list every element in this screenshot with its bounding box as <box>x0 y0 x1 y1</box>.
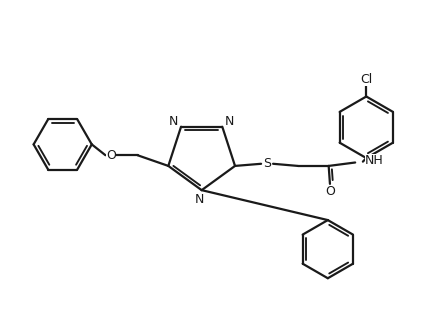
Text: O: O <box>325 185 335 198</box>
Text: S: S <box>263 157 271 170</box>
Text: N: N <box>169 115 178 128</box>
Text: NH: NH <box>365 154 384 167</box>
Text: N: N <box>225 115 234 128</box>
Text: Cl: Cl <box>360 73 372 86</box>
Text: O: O <box>106 149 116 162</box>
Text: N: N <box>195 193 204 206</box>
